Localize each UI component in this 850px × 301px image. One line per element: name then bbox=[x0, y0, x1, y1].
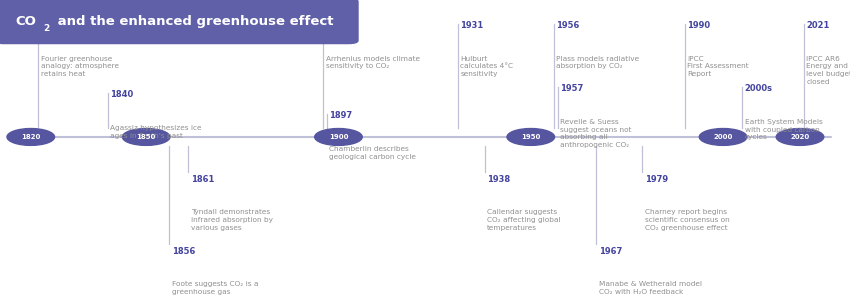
Text: 1896: 1896 bbox=[326, 21, 348, 30]
Circle shape bbox=[122, 129, 170, 145]
Text: Hulburt
calculates 4°C
sensitivity: Hulburt calculates 4°C sensitivity bbox=[460, 56, 513, 77]
Text: 2000: 2000 bbox=[713, 134, 733, 140]
Circle shape bbox=[314, 129, 362, 145]
Text: 1979: 1979 bbox=[645, 175, 668, 184]
Text: 1897: 1897 bbox=[330, 111, 353, 120]
Text: 2000s: 2000s bbox=[745, 84, 773, 93]
Text: Foote suggests CO₂ is a
greenhouse gas: Foote suggests CO₂ is a greenhouse gas bbox=[172, 281, 258, 295]
Text: 1950: 1950 bbox=[521, 134, 541, 140]
Text: 1956: 1956 bbox=[557, 21, 580, 30]
Text: 2: 2 bbox=[43, 24, 49, 33]
Text: 1861: 1861 bbox=[191, 175, 214, 184]
Circle shape bbox=[7, 129, 54, 145]
Text: 1856: 1856 bbox=[172, 247, 196, 256]
Text: IPCC
First Assessment
Report: IPCC First Assessment Report bbox=[687, 56, 749, 77]
Text: 1900: 1900 bbox=[329, 134, 348, 140]
Text: 1820: 1820 bbox=[21, 134, 41, 140]
Text: 1938: 1938 bbox=[487, 175, 510, 184]
Text: IPCC AR6
Energy and sea
level budgets
closed: IPCC AR6 Energy and sea level budgets cl… bbox=[807, 56, 850, 85]
Text: Earth System Models
with coupled carbon
cycles: Earth System Models with coupled carbon … bbox=[745, 119, 823, 140]
Text: Charney report begins
scientific consensus on
CO₂ greenhouse effect: Charney report begins scientific consens… bbox=[645, 209, 729, 231]
Circle shape bbox=[776, 129, 824, 145]
Text: Callendar suggests
CO₂ affecting global
temperatures: Callendar suggests CO₂ affecting global … bbox=[487, 209, 561, 231]
Text: 1957: 1957 bbox=[560, 84, 583, 93]
Text: 1967: 1967 bbox=[598, 247, 622, 256]
Text: 1931: 1931 bbox=[460, 21, 484, 30]
Text: Chamberlin describes
geological carbon cycle: Chamberlin describes geological carbon c… bbox=[330, 146, 416, 160]
Text: 1822: 1822 bbox=[41, 21, 65, 30]
Text: Arrhenius models climate
sensitivity to CO₂: Arrhenius models climate sensitivity to … bbox=[326, 56, 420, 70]
Text: 2021: 2021 bbox=[807, 21, 830, 30]
Text: Manabe & Wetherald model
CO₂ with H₂O feedback: Manabe & Wetherald model CO₂ with H₂O fe… bbox=[598, 281, 702, 295]
Text: 2020: 2020 bbox=[790, 134, 809, 140]
Text: Revelle & Suess
suggest oceans not
absorbing all
anthropogenic CO₂: Revelle & Suess suggest oceans not absor… bbox=[560, 119, 632, 148]
Text: Fourier greenhouse
analogy: atmosphere
retains heat: Fourier greenhouse analogy: atmosphere r… bbox=[41, 56, 119, 77]
Text: and the enhanced greenhouse effect: and the enhanced greenhouse effect bbox=[53, 14, 333, 28]
Text: Plass models radiative
absorption by CO₂: Plass models radiative absorption by CO₂ bbox=[557, 56, 639, 70]
Text: 1850: 1850 bbox=[137, 134, 156, 140]
Text: CO: CO bbox=[15, 14, 37, 28]
Circle shape bbox=[507, 129, 554, 145]
FancyBboxPatch shape bbox=[0, 0, 359, 44]
Text: 1840: 1840 bbox=[110, 90, 133, 99]
Text: Tyndall demonstrates
infrared absorption by
various gases: Tyndall demonstrates infrared absorption… bbox=[191, 209, 273, 231]
Text: 1990: 1990 bbox=[687, 21, 711, 30]
Text: Agassiz hypothesizes ice
ages in Earth's past: Agassiz hypothesizes ice ages in Earth's… bbox=[110, 125, 201, 139]
Circle shape bbox=[700, 129, 747, 145]
